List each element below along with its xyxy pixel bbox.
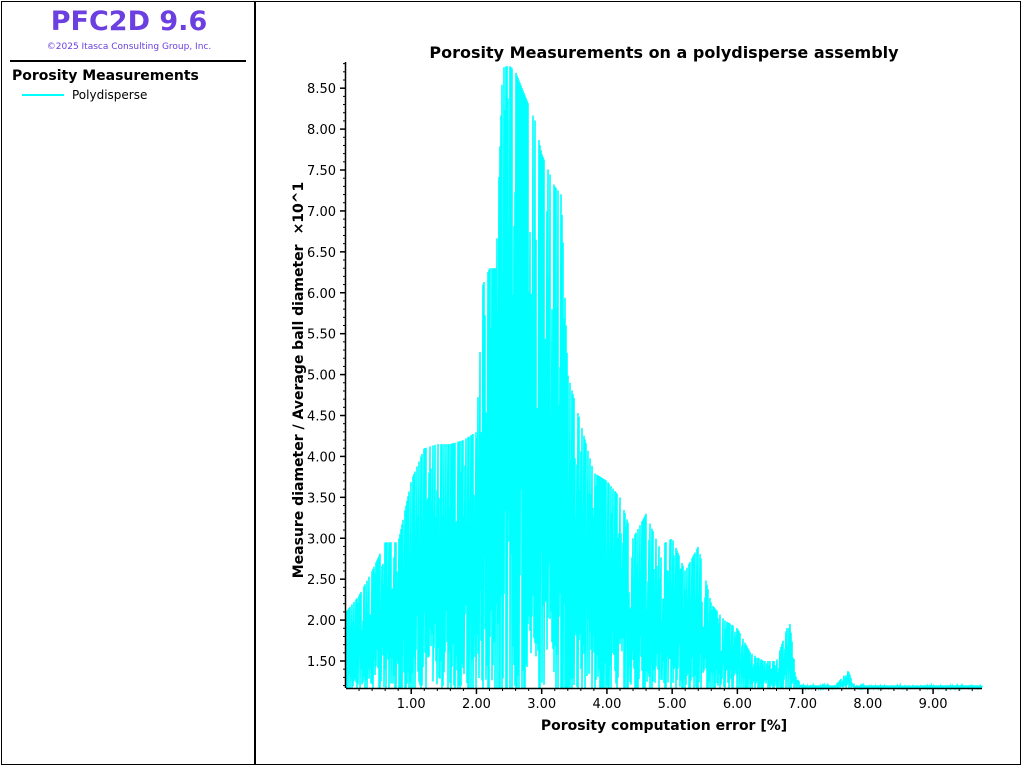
app-title: PFC2D 9.6 xyxy=(50,6,208,37)
y-tick-label: 4.00 xyxy=(307,450,336,465)
plot-area xyxy=(345,66,983,692)
y-tick-label: 5.00 xyxy=(307,369,336,384)
y-tick-label: 8.50 xyxy=(307,82,336,97)
x-tick-label: 4.00 xyxy=(592,697,621,712)
x-tick-label: 8.00 xyxy=(853,697,882,712)
left-panel: PFC2D 9.6 ©2025 Itasca Consulting Group,… xyxy=(2,2,256,765)
y-tick-label: 2.00 xyxy=(307,614,336,629)
legend-swatch xyxy=(22,94,64,96)
y-tick-label: 7.00 xyxy=(307,205,336,220)
y-axis-multiplier: ×10^1 xyxy=(291,182,307,235)
series-polydisperse xyxy=(345,66,983,692)
y-tick-label: 1.50 xyxy=(307,655,336,670)
x-tick-label: 3.00 xyxy=(527,697,556,712)
y-axis: 1.50 2.00 2.50 3.00 3.50 4.00 4.50 5.00 5.50 6.00… xyxy=(307,62,347,688)
x-tick-label: 5.00 xyxy=(658,697,687,712)
x-axis-label: Porosity computation error [%] xyxy=(541,718,787,734)
chart-title: Porosity Measurements on a polydisperse … xyxy=(429,43,899,62)
copyright-text: ©2025 Itasca Consulting Group, Inc. xyxy=(46,42,212,52)
legend-title: Porosity Measurements xyxy=(12,68,199,84)
x-axis: 1.00 2.00 3.00 4.00 5.00 6.00 7.00 8.00 9.00 xyxy=(346,687,982,712)
y-tick-label: 4.50 xyxy=(307,410,336,425)
y-tick-label: 6.50 xyxy=(307,246,336,261)
y-tick-label: 8.00 xyxy=(307,123,336,138)
x-tick-label: 6.00 xyxy=(723,697,752,712)
y-axis-label-text: Measure diameter / Average ball diameter xyxy=(291,244,307,578)
y-tick-label: 5.50 xyxy=(307,328,336,343)
x-tick-label: 9.00 xyxy=(919,697,948,712)
y-tick-label: 7.50 xyxy=(307,164,336,179)
legend-label: Polydisperse xyxy=(72,88,148,102)
y-axis-label: Measure diameter / Average ball diameter… xyxy=(291,182,307,579)
x-tick-label: 2.00 xyxy=(462,697,491,712)
y-tick-label: 6.00 xyxy=(307,287,336,302)
y-tick-label: 3.00 xyxy=(307,532,336,547)
x-tick-label: 7.00 xyxy=(788,697,817,712)
y-tick-label: 3.50 xyxy=(307,491,336,506)
chart: Porosity Measurements on a polydisperse … xyxy=(291,43,983,734)
x-tick-label: 1.00 xyxy=(397,697,426,712)
y-tick-label: 2.50 xyxy=(307,573,336,588)
panel-divider xyxy=(10,60,246,62)
